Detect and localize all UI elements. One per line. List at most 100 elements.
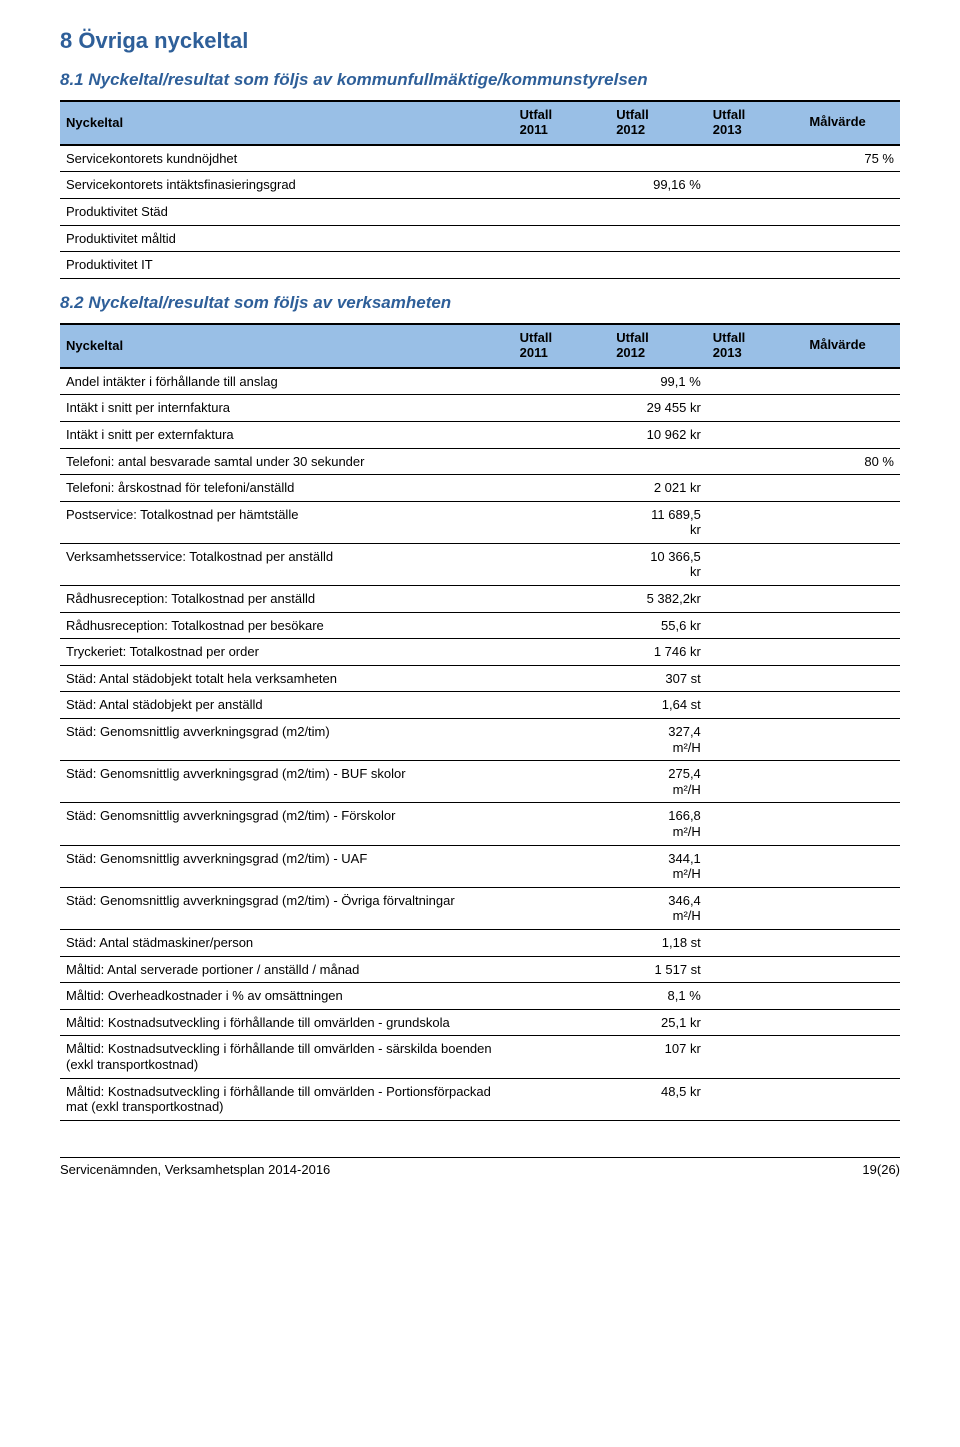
col-utfall-2011: Utfall2011 xyxy=(514,101,611,145)
row-label: Städ: Genomsnittlig avverkningsgrad (m2/… xyxy=(60,761,514,803)
row-value xyxy=(803,1078,900,1120)
row-value xyxy=(803,172,900,199)
row-label: Servicekontorets intäktsfinasieringsgrad xyxy=(60,172,514,199)
table-row: Produktivitet IT xyxy=(60,252,900,279)
col-malvarde: Målvärde xyxy=(803,101,900,145)
row-value: 10 962 kr xyxy=(610,421,707,448)
row-label: Postservice: Totalkostnad per hämtställe xyxy=(60,501,514,543)
table-row: Städ: Antal städmaskiner/person1,18 st xyxy=(60,929,900,956)
row-value xyxy=(514,929,611,956)
row-value xyxy=(803,692,900,719)
row-label: Rådhusreception: Totalkostnad per anstäl… xyxy=(60,586,514,613)
row-value: 1 746 kr xyxy=(610,639,707,666)
row-value xyxy=(514,845,611,887)
table-8-2: Nyckeltal Utfall2011 Utfall2012 Utfall20… xyxy=(60,323,900,1121)
row-value: 344,1m²/H xyxy=(610,845,707,887)
row-label: Rådhusreception: Totalkostnad per besöka… xyxy=(60,612,514,639)
row-value xyxy=(514,639,611,666)
row-value xyxy=(803,421,900,448)
row-value xyxy=(707,692,804,719)
row-value xyxy=(707,368,804,395)
row-value xyxy=(514,501,611,543)
col-nyckeltal: Nyckeltal xyxy=(60,324,514,368)
row-value xyxy=(803,887,900,929)
row-value xyxy=(707,543,804,585)
table-row: Telefoni: antal besvarade samtal under 3… xyxy=(60,448,900,475)
col-utfall-2012: Utfall2012 xyxy=(610,101,707,145)
row-value xyxy=(707,803,804,845)
row-value xyxy=(803,612,900,639)
row-label: Städ: Genomsnittlig avverkningsgrad (m2/… xyxy=(60,719,514,761)
row-value xyxy=(707,252,804,279)
table-row: Städ: Genomsnittlig avverkningsgrad (m2/… xyxy=(60,845,900,887)
row-value: 275,4m²/H xyxy=(610,761,707,803)
row-label: Andel intäkter i förhållande till anslag xyxy=(60,368,514,395)
row-value xyxy=(707,145,804,172)
row-value xyxy=(707,501,804,543)
row-value: 80 % xyxy=(803,448,900,475)
row-value: 75 % xyxy=(803,145,900,172)
table-row: Måltid: Antal serverade portioner / anst… xyxy=(60,956,900,983)
row-label: Städ: Genomsnittlig avverkningsgrad (m2/… xyxy=(60,803,514,845)
row-label: Verksamhetsservice: Totalkostnad per ans… xyxy=(60,543,514,585)
page-footer: Servicenämnden, Verksamhetsplan 2014-201… xyxy=(60,1157,900,1177)
table-row: Rådhusreception: Totalkostnad per anstäl… xyxy=(60,586,900,613)
row-label: Intäkt i snitt per externfaktura xyxy=(60,421,514,448)
table-row: Telefoni: årskostnad för telefoni/anstäl… xyxy=(60,475,900,502)
row-value xyxy=(514,421,611,448)
row-value xyxy=(707,1078,804,1120)
row-value xyxy=(707,639,804,666)
col-malvarde: Målvärde xyxy=(803,324,900,368)
row-label: Telefoni: årskostnad för telefoni/anstäl… xyxy=(60,475,514,502)
row-value: 25,1 kr xyxy=(610,1009,707,1036)
row-label: Städ: Antal städmaskiner/person xyxy=(60,929,514,956)
row-value xyxy=(707,887,804,929)
table-row: Städ: Genomsnittlig avverkningsgrad (m2/… xyxy=(60,719,900,761)
table-row: Servicekontorets intäktsfinasieringsgrad… xyxy=(60,172,900,199)
table-row: Städ: Antal städobjekt totalt hela verks… xyxy=(60,665,900,692)
row-value: 10 366,5kr xyxy=(610,543,707,585)
row-value: 2 021 kr xyxy=(610,475,707,502)
row-value xyxy=(707,225,804,252)
row-value xyxy=(803,252,900,279)
row-label: Städ: Genomsnittlig avverkningsgrad (m2/… xyxy=(60,845,514,887)
row-value: 55,6 kr xyxy=(610,612,707,639)
row-value xyxy=(803,199,900,226)
row-label: Städ: Antal städobjekt per anställd xyxy=(60,692,514,719)
row-label: Städ: Genomsnittlig avverkningsgrad (m2/… xyxy=(60,887,514,929)
row-value xyxy=(610,225,707,252)
row-value xyxy=(514,475,611,502)
row-label: Måltid: Kostnadsutveckling i förhållande… xyxy=(60,1009,514,1036)
row-label: Tryckeriet: Totalkostnad per order xyxy=(60,639,514,666)
table-row: Verksamhetsservice: Totalkostnad per ans… xyxy=(60,543,900,585)
row-label: Måltid: Antal serverade portioner / anst… xyxy=(60,956,514,983)
row-value xyxy=(707,475,804,502)
row-value xyxy=(610,145,707,172)
row-value xyxy=(514,172,611,199)
row-label: Produktivitet IT xyxy=(60,252,514,279)
footer-right: 19(26) xyxy=(862,1162,900,1177)
row-value xyxy=(803,395,900,422)
row-value xyxy=(803,1036,900,1078)
row-value xyxy=(514,665,611,692)
row-value xyxy=(803,368,900,395)
table-row: Andel intäkter i förhållande till anslag… xyxy=(60,368,900,395)
row-value xyxy=(803,1009,900,1036)
table-row: Städ: Antal städobjekt per anställd1,64 … xyxy=(60,692,900,719)
row-label: Måltid: Overheadkostnader i % av omsättn… xyxy=(60,983,514,1010)
row-label: Måltid: Kostnadsutveckling i förhållande… xyxy=(60,1078,514,1120)
row-value xyxy=(707,719,804,761)
row-value xyxy=(514,803,611,845)
row-value xyxy=(803,956,900,983)
row-value xyxy=(707,761,804,803)
row-value xyxy=(707,983,804,1010)
row-value xyxy=(514,448,611,475)
row-value xyxy=(514,692,611,719)
row-value: 11 689,5kr xyxy=(610,501,707,543)
row-value xyxy=(514,543,611,585)
row-value xyxy=(707,1036,804,1078)
row-value xyxy=(514,1036,611,1078)
table-row: Intäkt i snitt per internfaktura29 455 k… xyxy=(60,395,900,422)
row-value xyxy=(514,225,611,252)
row-value xyxy=(514,983,611,1010)
